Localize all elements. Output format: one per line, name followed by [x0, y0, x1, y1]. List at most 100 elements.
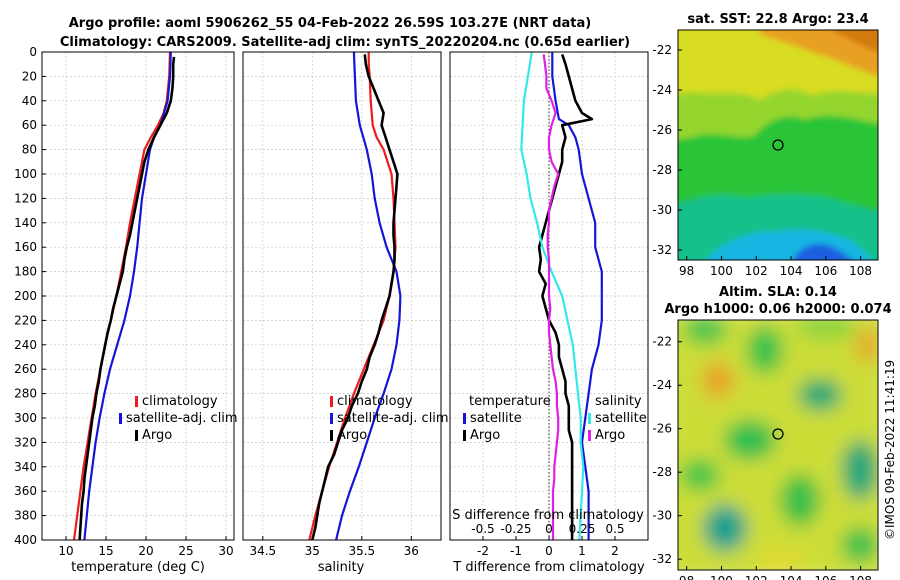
- sla-green-6: [780, 474, 820, 526]
- legend-salinity-title: salinity: [595, 394, 642, 409]
- sst-blue-sw: [793, 243, 853, 260]
- sla-orange-2: [854, 327, 878, 363]
- sla-teal-3: [842, 440, 878, 500]
- temperature-xlabel: temperature (deg C): [71, 560, 205, 575]
- salinity-x-ticks: 34.5 35 35.5 36: [249, 536, 419, 558]
- x2-tick-label: -0.25: [500, 522, 531, 536]
- salinity-panel: 34.5 35 35.5 36 salinity climatology satell…: [242, 51, 449, 575]
- y-tick-label: 220: [14, 313, 37, 327]
- salinity-xlabel: salinity: [318, 560, 365, 575]
- legend-satellite-adj: satellite-adj. clim: [337, 411, 449, 426]
- legend-argo: Argo: [337, 428, 367, 443]
- x2-tick-label: 0.25: [569, 522, 596, 536]
- map-x-tick-label: 108: [849, 264, 872, 278]
- s-difference-x-ticks: -0.5 -0.25 0 0.25 0.5: [471, 522, 624, 536]
- figure-title-line2: Climatology: CARS2009. Satellite-adj cli…: [60, 35, 630, 50]
- legend-swatch-sal-satellite: [588, 413, 591, 424]
- t-difference-xlabel: T difference from climatology: [452, 560, 645, 575]
- y-tick-label: 280: [14, 387, 37, 401]
- map-x-tick-label: 102: [745, 264, 768, 278]
- sla-argo-marker: [772, 428, 784, 440]
- sla-teal-2: [703, 504, 747, 552]
- sla-map-panel: Altim. SLA: 0.14 Argo h1000: 0.06 h2000:…: [652, 285, 891, 580]
- salinity-axes-frame: [242, 51, 442, 541]
- y-tick-label: 340: [14, 460, 37, 474]
- legend-swatch-argo: [330, 430, 333, 441]
- x2-tick-label: 0: [545, 522, 553, 536]
- sla-green-7: [842, 527, 878, 563]
- salinity-grid: [243, 52, 441, 540]
- series-line-satellite-adj-clim: [335, 51, 402, 541]
- salinity-legend: climatology satellite-adj. clim Argo: [330, 394, 449, 443]
- y-tick-label: 240: [14, 338, 37, 352]
- x-tick-label: 2: [611, 544, 619, 558]
- y-tick-label: 200: [14, 289, 37, 303]
- y-tick-label: 40: [22, 94, 37, 108]
- figure-title-line1: Argo profile: aoml 5906262_55 04-Feb-202…: [69, 16, 591, 31]
- legend-climatology: climatology: [337, 394, 413, 409]
- y-tick-label: 120: [14, 191, 37, 205]
- y-tick-label: 260: [14, 362, 37, 376]
- t-difference-x-ticks: -2 -1 0 1 2: [477, 536, 619, 558]
- y-tick-label: 100: [14, 167, 37, 181]
- legend-temp-argo: Argo: [470, 428, 500, 443]
- legend-climatology: climatology: [142, 394, 218, 409]
- series-line-argo: [311, 54, 399, 541]
- series-line-salinity-satellite: [520, 51, 585, 541]
- legend-swatch-climatology: [330, 396, 333, 407]
- map-y-tick-label: -32: [652, 552, 672, 566]
- sst-orange-ne: [760, 30, 878, 76]
- x-tick-label: 30: [218, 544, 233, 558]
- map-y-tick-label: -24: [652, 378, 672, 392]
- sst-map-panel: sat. SST: 22.8 Argo: 23.4 98 100 102 104 106…: [652, 12, 879, 278]
- map-y-tick-label: -26: [652, 422, 672, 436]
- sla-map-title: Altim. SLA: 0.14: [719, 285, 837, 300]
- legend-swatch-satellite-adj: [119, 413, 122, 424]
- sla-green-3: [796, 320, 856, 340]
- sla-map-ticks: 98 100 102 104 106 108 -22 -24 -26 -28 -30 -32: [652, 335, 872, 580]
- x2-tick-label: 0.5: [605, 522, 624, 536]
- y-tick-label: 300: [14, 411, 37, 425]
- s-difference-xlabel: S difference from climatology: [452, 508, 644, 523]
- map-y-tick-label: -30: [652, 203, 672, 217]
- sla-orange-1: [702, 362, 734, 398]
- x-tick-label: 35.5: [348, 544, 375, 558]
- x-tick-label: -1: [510, 544, 522, 558]
- temperature-legend: climatology satellite-adj. clim Argo: [119, 394, 238, 443]
- map-x-tick-label: 104: [780, 264, 803, 278]
- map-y-tick-label: -30: [652, 509, 672, 523]
- x-tick-label: 10: [58, 544, 73, 558]
- legend-swatch-argo: [135, 430, 138, 441]
- legend-swatch-sal-argo: [588, 430, 591, 441]
- x-tick-label: 1: [578, 544, 586, 558]
- map-y-tick-label: -32: [652, 243, 672, 257]
- legend-temperature-title: temperature: [469, 394, 551, 409]
- sla-teal-1: [798, 379, 842, 411]
- map-y-tick-label: -28: [652, 465, 672, 479]
- difference-panel: -2 -1 0 1 2 -0.5 -0.25 0 0.25 0.5 S difference f…: [449, 51, 649, 575]
- sla-map-frame: [677, 319, 879, 571]
- sla-map-subtitle: Argo h1000: 0.06 h2000: 0.074: [664, 302, 891, 317]
- sst-map-title: sat. SST: 22.8 Argo: 23.4: [687, 12, 868, 27]
- difference-legend: temperature satellite Argo salinity sate…: [463, 394, 647, 443]
- temperature-series: [72, 51, 176, 541]
- sla-yellow-1: [756, 548, 804, 570]
- y-tick-label: 360: [14, 484, 37, 498]
- y-tick-label: 380: [14, 509, 37, 523]
- map-y-tick-label: -28: [652, 163, 672, 177]
- x-tick-label: 35: [305, 544, 320, 558]
- x-tick-label: 20: [138, 544, 153, 558]
- legend-swatch-satellite-adj: [330, 413, 333, 424]
- imos-watermark: ©IMOS 09-Feb-2022 11:41:19: [883, 360, 897, 540]
- legend-swatch-temp-satellite: [463, 413, 466, 424]
- legend-swatch-climatology: [135, 396, 138, 407]
- y-tick-label: 60: [22, 118, 37, 132]
- sst-orange-core: [832, 30, 878, 53]
- sla-green-2: [747, 326, 783, 374]
- series-line-salinity-argo: [542, 54, 560, 540]
- y-tick-label: 400: [14, 533, 37, 547]
- y-tick-label: 20: [22, 69, 37, 83]
- sla-green-4: [724, 420, 776, 460]
- x-tick-label: 25: [178, 544, 193, 558]
